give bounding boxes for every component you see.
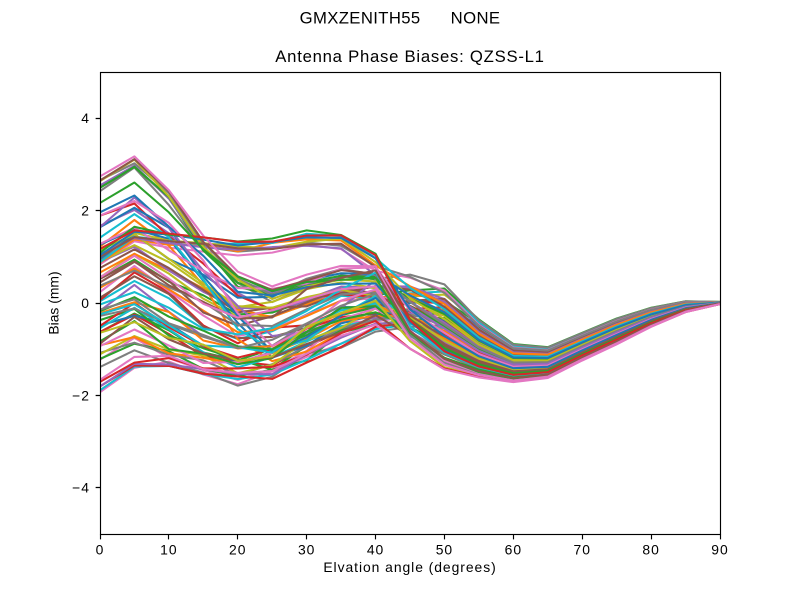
svg-text:40: 40 <box>367 542 384 558</box>
svg-text:GMXZENITH55 NONE: GMXZENITH55 NONE <box>300 9 501 28</box>
svg-text:60: 60 <box>505 542 522 558</box>
svg-text:90: 90 <box>711 542 728 558</box>
svg-text:70: 70 <box>573 542 590 558</box>
svg-text:30: 30 <box>298 542 315 558</box>
svg-text:Antenna Phase Biases: QZSS-L1: Antenna Phase Biases: QZSS-L1 <box>275 47 544 66</box>
svg-text:20: 20 <box>229 542 246 558</box>
svg-text:0: 0 <box>81 295 90 311</box>
svg-text:Bias (mm): Bias (mm) <box>46 271 62 334</box>
svg-text:0: 0 <box>96 542 105 558</box>
svg-text:10: 10 <box>160 542 177 558</box>
svg-text:4: 4 <box>81 110 90 126</box>
svg-text:−4: −4 <box>72 480 90 496</box>
svg-text:80: 80 <box>642 542 659 558</box>
svg-text:2: 2 <box>81 203 90 219</box>
svg-text:−2: −2 <box>72 387 90 403</box>
svg-text:50: 50 <box>436 542 453 558</box>
svg-text:Elvation angle (degrees): Elvation angle (degrees) <box>323 559 496 575</box>
